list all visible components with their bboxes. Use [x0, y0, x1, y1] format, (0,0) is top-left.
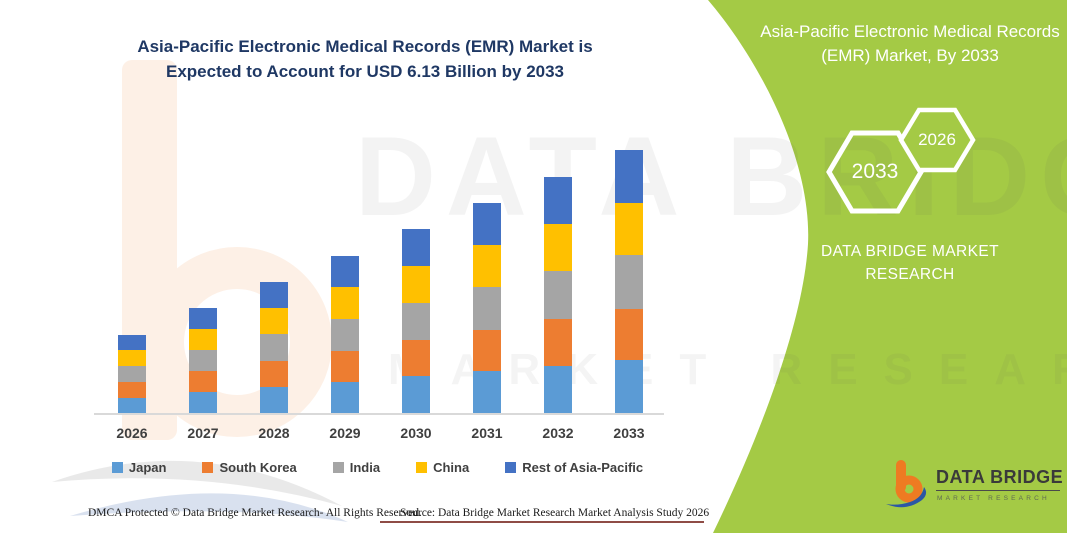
bar-segment-south-korea-2026	[118, 382, 146, 398]
bar-segment-japan-2029	[331, 382, 359, 413]
legend-swatch-japan	[111, 462, 123, 473]
bar-segment-south-korea-2033	[615, 309, 643, 360]
bar-segment-china-2027	[189, 329, 217, 350]
x-axis-label-2032: 2032	[542, 425, 574, 441]
x-axis-label-2029: 2029	[329, 425, 361, 441]
legend-swatch-china	[416, 462, 428, 473]
watermark-blue-swoosh	[70, 493, 348, 522]
bar-segment-rest-of-asia-pacific-2032	[544, 176, 572, 224]
legend-label-rest-of-asia-pacific: Rest of Asia-Pacific	[522, 460, 644, 475]
bar-segment-south-korea-2031	[473, 329, 501, 372]
chart-title: Asia-Pacific Electronic Medical Records …	[137, 37, 593, 81]
legend-swatch-rest-of-asia-pacific	[505, 462, 517, 473]
chart-legend: Japan South Korea India China Rest of Asia-P…	[85, 460, 670, 475]
bar-2029	[331, 255, 359, 413]
logo-underline	[936, 490, 1060, 491]
x-axis-label-2028: 2028	[258, 425, 290, 441]
hexagon-year-2026: 2026	[918, 130, 956, 149]
legend-swatch-india	[332, 462, 344, 473]
bar-segment-japan-2031	[473, 371, 501, 413]
bar-segment-rest-of-asia-pacific-2033	[615, 150, 643, 203]
bar-segment-japan-2028	[260, 387, 288, 413]
bar-segment-india-2028	[260, 334, 288, 362]
bar-segment-rest-of-asia-pacific-2029	[331, 255, 359, 288]
bar-segment-india-2029	[331, 318, 359, 351]
bar-segment-china-2029	[331, 287, 359, 319]
bar-segment-india-2032	[544, 270, 572, 320]
bar-segment-south-korea-2029	[331, 350, 359, 383]
legend-item-china: China	[416, 460, 469, 475]
x-axis-label-2031: 2031	[471, 425, 503, 441]
bar-segment-japan-2026	[118, 397, 146, 413]
bar-segment-south-korea-2027	[189, 371, 217, 393]
databridge-logo: DATA BRIDGE MARKET RESEARCH	[884, 458, 1064, 518]
bar-2026	[118, 334, 146, 413]
bar-segment-south-korea-2028	[260, 361, 288, 388]
legend-swatch-south-korea	[202, 462, 214, 473]
bar-segment-south-korea-2032	[544, 319, 572, 366]
bar-segment-india-2031	[473, 286, 501, 330]
bar-2030	[402, 229, 430, 413]
bar-segment-rest-of-asia-pacific-2026	[118, 334, 146, 351]
x-axis-label-2027: 2027	[187, 425, 219, 441]
bar-segment-south-korea-2030	[402, 340, 430, 377]
x-axis-label-2030: 2030	[400, 425, 432, 441]
bar-2033	[615, 150, 643, 413]
bar-segment-china-2032	[544, 223, 572, 271]
bar-segment-india-2030	[402, 302, 430, 341]
bar-segment-india-2027	[189, 349, 217, 372]
bar-2028	[260, 282, 288, 413]
panel-title: Asia-Pacific Electronic Medical Records …	[760, 22, 1060, 65]
logo-name-text: DATA BRIDGE	[936, 467, 1064, 487]
bar-2031	[473, 202, 501, 413]
logo-d-swoosh	[886, 487, 927, 508]
footer-divider-line	[380, 521, 704, 523]
bar-segment-china-2028	[260, 308, 288, 335]
hexagon-2026-outline	[898, 107, 976, 173]
bar-segment-china-2030	[402, 266, 430, 303]
hexagon-badges	[826, 107, 976, 214]
legend-item-rest-of-asia-pacific: Rest of Asia-Pacific	[505, 460, 643, 475]
panel-brand-text: DATA BRIDGE MARKET RESEARCH	[820, 243, 999, 283]
bar-segment-japan-2033	[615, 359, 643, 413]
footer-source-text: Source: Data Bridge Market Research Mark…	[400, 507, 710, 519]
bar-segment-china-2031	[473, 244, 501, 287]
logo-b-bowl	[895, 475, 923, 503]
bar-segment-rest-of-asia-pacific-2027	[189, 308, 217, 330]
legend-label-china: China	[433, 460, 470, 475]
x-axis-line	[94, 413, 664, 415]
bar-segment-india-2026	[118, 365, 146, 383]
legend-item-india: India	[332, 460, 381, 475]
bar-segment-china-2026	[118, 350, 146, 366]
bar-segment-rest-of-asia-pacific-2031	[473, 202, 501, 245]
bar-segment-china-2033	[615, 202, 643, 256]
legend-label-south-korea: South Korea	[219, 460, 297, 475]
bar-2027	[189, 308, 217, 413]
green-panel	[708, 0, 1067, 533]
bar-segment-rest-of-asia-pacific-2030	[402, 229, 430, 267]
x-axis-label-2033: 2033	[613, 425, 645, 441]
bar-segment-rest-of-asia-pacific-2028	[260, 282, 288, 309]
legend-label-india: India	[349, 460, 381, 475]
legend-item-south-korea: South Korea	[202, 460, 297, 475]
bar-segment-japan-2032	[544, 365, 572, 413]
legend-item-japan: Japan	[111, 460, 167, 475]
logo-tagline-text: MARKET RESEARCH	[937, 495, 1050, 502]
bar-2032	[544, 176, 572, 413]
hexagon-year-2033: 2033	[851, 160, 899, 183]
bar-segment-india-2033	[615, 255, 643, 310]
x-axis-label-2026: 2026	[116, 425, 148, 441]
footer-dmca-text: DMCA Protected © Data Bridge Market Rese…	[88, 507, 422, 519]
watermark-b-bowl	[142, 247, 332, 437]
legend-label-japan: Japan	[128, 460, 167, 475]
bar-segment-japan-2027	[189, 392, 217, 413]
bar-segment-japan-2030	[402, 376, 430, 413]
databridge-logo-icon	[886, 460, 927, 508]
watermark-gray-swoosh	[52, 460, 342, 506]
